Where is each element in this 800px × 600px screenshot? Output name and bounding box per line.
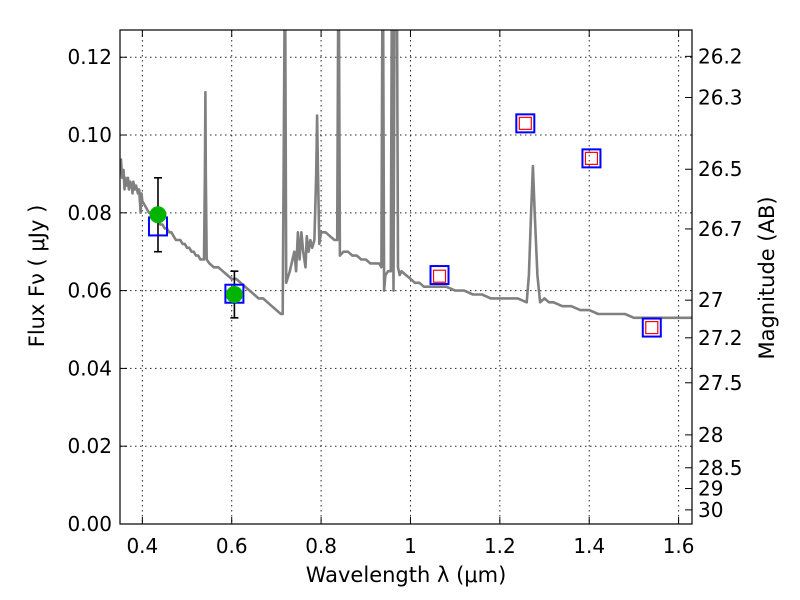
y-tick-label: 0.02: [67, 434, 112, 458]
mag-tick-label: 26.5: [698, 157, 743, 181]
mag-tick-label: 27.2: [698, 326, 743, 350]
model-photometry-square: [641, 317, 662, 338]
model-photometry-square: [515, 113, 536, 134]
mag-tick-label: 30: [698, 498, 723, 522]
observed-flux-point: [149, 206, 167, 224]
model-photometry-square: [429, 265, 450, 286]
y-axis-label: Flux Fν ( μJy ): [25, 205, 49, 348]
upper-limit-square: [645, 320, 659, 335]
right-axis-label: Magnitude (AB): [755, 196, 779, 359]
upper-limit-square: [432, 269, 447, 283]
plot-area: [120, 30, 692, 338]
y-tick-label: 0.04: [67, 356, 112, 380]
mag-tick-label: 29: [698, 477, 723, 501]
mag-tick-label: 26.3: [698, 85, 743, 109]
upper-limit-square: [518, 116, 532, 130]
y-tick-label: 0.10: [67, 123, 112, 147]
mag-tick-label: 27: [698, 288, 723, 312]
x-tick-label: 0.4: [126, 534, 158, 558]
x-tick-label: 1.4: [573, 534, 605, 558]
mag-tick-label: 26.2: [698, 44, 743, 68]
grid-layer: [120, 30, 692, 525]
model-photometry-square: [581, 148, 602, 169]
y-tick-label: 0.12: [67, 45, 112, 69]
x-tick-label: 0.8: [305, 534, 337, 558]
x-tick-label: 1.6: [663, 534, 695, 558]
ticks-layer: 0.4 0.6 0.8 1 1.2 1.4 1.6 0.00 0.02 0.04 0.06 0.08 0…: [67, 30, 743, 558]
y-tick-label: 0.08: [67, 201, 112, 225]
mag-tick-label: 28.5: [698, 456, 743, 480]
model-spectrum-line: [120, 30, 692, 320]
plot-frame: [119, 29, 693, 525]
mag-tick-label: 28: [698, 423, 723, 447]
mag-tick-label: 27.5: [698, 371, 743, 395]
x-tick-label: 0.6: [216, 534, 248, 558]
y-tick-label: 0.06: [67, 279, 112, 303]
x-tick-label: 1.2: [484, 534, 516, 558]
y-tick-label: 0.00: [67, 512, 112, 536]
x-tick-label: 1: [404, 534, 417, 558]
upper-limit-square: [584, 151, 599, 165]
x-axis-label: Wavelength λ (μm): [306, 563, 507, 587]
mag-tick-label: 26.7: [698, 217, 743, 241]
observed-flux-point: [225, 286, 243, 304]
